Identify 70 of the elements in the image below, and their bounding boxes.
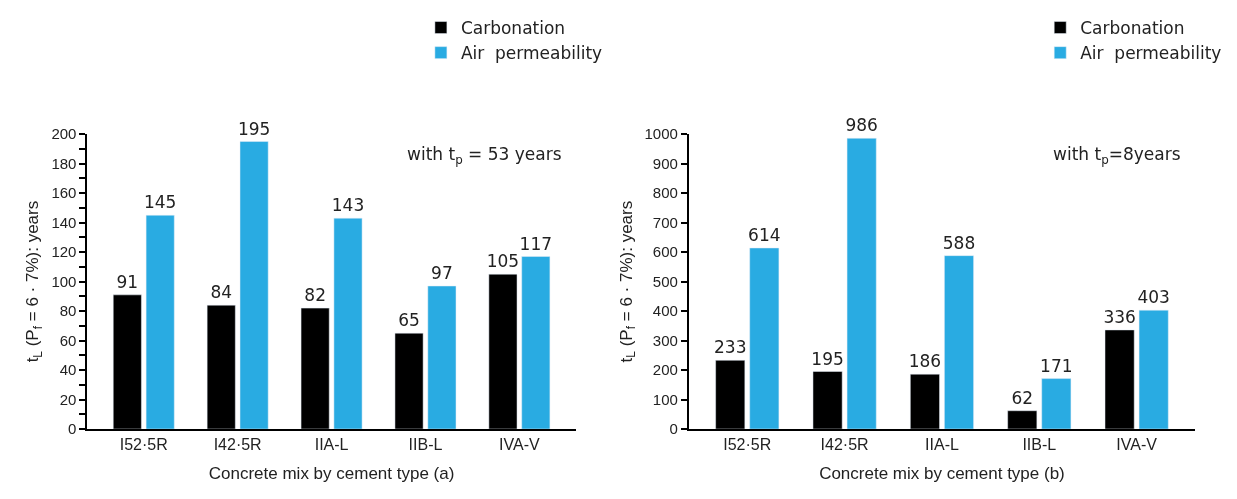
bar [521,256,551,429]
data-label: 145 [143,192,177,213]
y-tick-label: 900 [652,154,678,172]
data-label: 97 [431,263,453,283]
x-tick-label: I42·5R [820,436,869,454]
bar [846,138,877,429]
y-tick-label: 200 [652,361,678,379]
x-tick-label: I52·5R [723,436,772,454]
y-tick-label: 400 [652,302,678,320]
legend-label: Air permeability [1080,43,1222,64]
data-label: 233 [714,337,747,358]
y-tick-label: 160 [51,184,77,202]
bar [749,247,780,429]
data-label: 336 [1103,306,1136,327]
data-label: 403 [1137,287,1170,308]
y-tick-label: 140 [51,213,77,231]
y-tick-label: 120 [51,243,77,261]
data-label: 986 [845,115,878,136]
y-tick-label: 0 [669,420,678,438]
x-tick-label: IIB-L [1022,436,1057,454]
legend-label: Carbonation [460,18,566,39]
data-label: 84 [210,282,233,303]
y-tick-label: 20 [59,390,77,408]
y-tick-label: 1000 [644,125,678,143]
annotation: with t$_{p}$ = 53 years [407,144,562,167]
x-tick-label: I42·5R [213,436,262,454]
bar [944,255,974,429]
y-tick-label: 60 [59,331,77,349]
y-tick-label: 0 [68,420,77,438]
data-label: 117 [519,233,553,254]
data-label: 588 [942,232,976,253]
data-label: 91 [116,271,139,292]
y-tick-label: 100 [51,272,77,290]
data-label: 82 [304,285,326,306]
y-tick-label: 700 [652,213,678,231]
x-tick-label: I52·5R [119,436,168,454]
bar [333,217,363,429]
y-tick-label: 800 [652,184,678,202]
x-axis-title: Concrete mix by cement type (a) [208,464,455,484]
y-tick-label: 200 [51,125,77,143]
data-label: 195 [237,118,271,139]
y-tick-label: 500 [652,272,678,290]
y-tick-label: 100 [652,390,678,408]
data-label: 614 [748,224,781,245]
annotation: with t$_{p}$=8years [1053,144,1181,167]
bar [1041,378,1072,429]
x-tick-label: IVA-V [1116,436,1158,454]
bar [145,214,175,429]
y-tick-label: 300 [652,331,678,349]
data-label: 171 [1040,355,1073,376]
bar [1138,309,1169,429]
y-tick-label: 600 [652,243,678,261]
x-tick-label: IIB-L [408,436,443,454]
x-tick-label: IIA-L [314,436,349,454]
y-tick-label: 40 [59,361,77,379]
y-tick-label: 80 [59,302,77,320]
data-label: 186 [908,351,942,372]
legend-label: Carbonation [1080,18,1185,39]
legend-label: Air permeability [460,43,603,64]
data-label: 195 [811,348,844,369]
data-label: 65 [398,310,420,331]
data-label: 143 [331,195,365,216]
data-label: 62 [1011,387,1034,408]
bar [239,141,269,429]
x-axis-title: Concrete mix by cement type (b) [819,464,1065,484]
x-tick-label: IVA-V [499,436,541,454]
bar [427,285,457,429]
x-tick-label: IIA-L [925,436,959,454]
data-label: 105 [486,251,520,272]
y-tick-label: 180 [51,154,77,172]
